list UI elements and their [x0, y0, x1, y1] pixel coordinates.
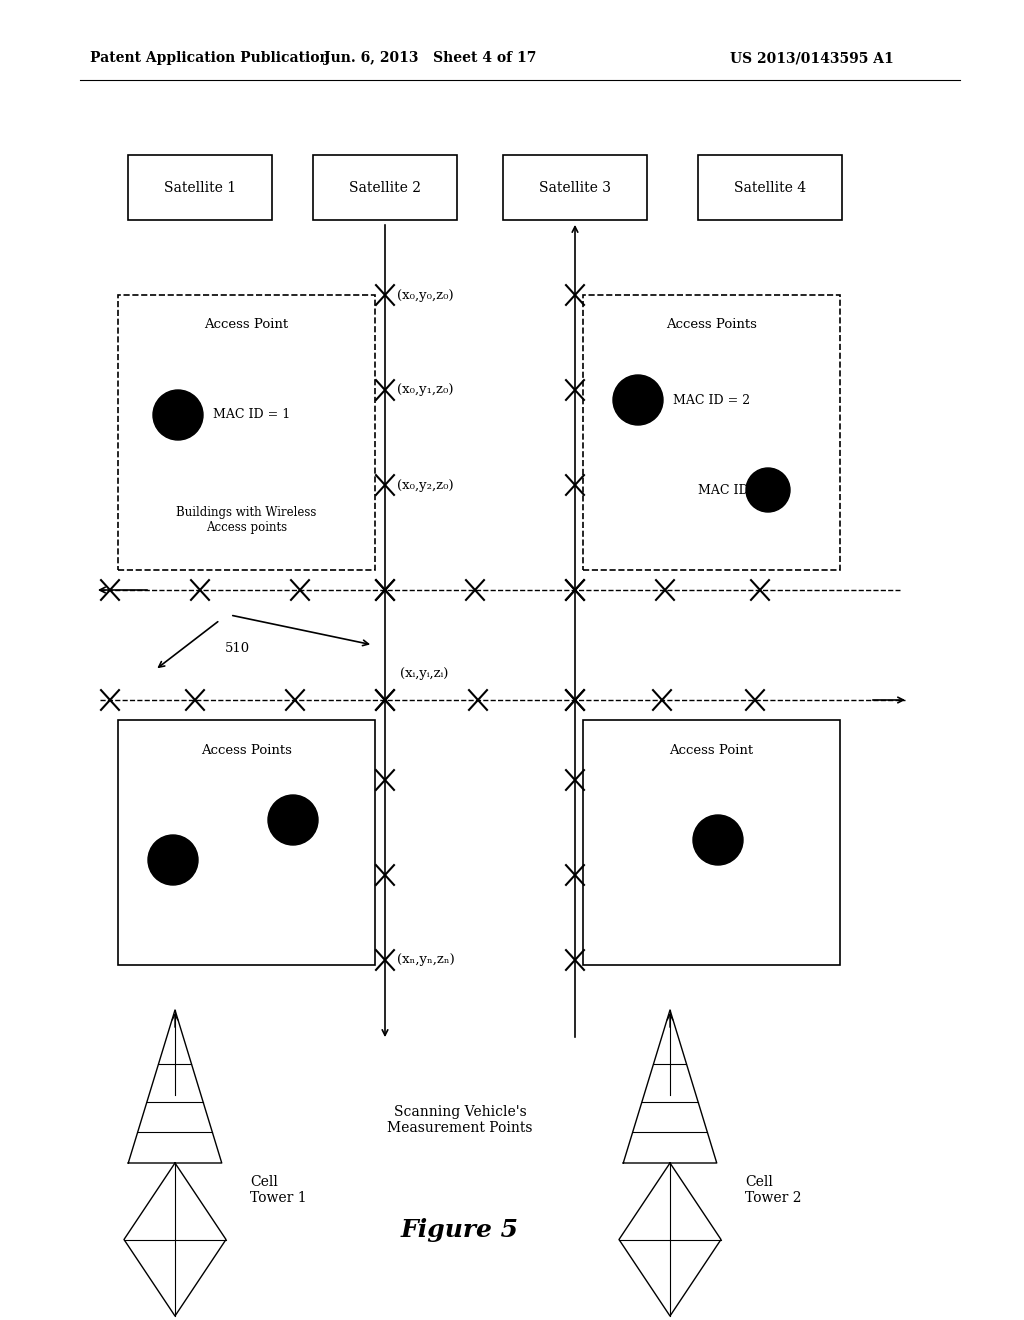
Polygon shape — [128, 1010, 222, 1163]
Text: Jun. 6, 2013   Sheet 4 of 17: Jun. 6, 2013 Sheet 4 of 17 — [324, 51, 537, 65]
Text: (xᵢ,yᵢ,zᵢ): (xᵢ,yᵢ,zᵢ) — [400, 667, 449, 680]
Text: Access Point: Access Point — [670, 743, 754, 756]
Text: Satellite 3: Satellite 3 — [539, 181, 611, 194]
Text: Cell
Tower 1: Cell Tower 1 — [250, 1175, 306, 1205]
Text: Patent Application Publication: Patent Application Publication — [90, 51, 330, 65]
Text: (x₀,y₀,z₀): (x₀,y₀,z₀) — [397, 289, 454, 301]
Bar — [118, 294, 375, 570]
Bar — [118, 719, 375, 965]
Text: Access Points: Access Points — [201, 743, 292, 756]
Text: Scanning Vehicle's
Measurement Points: Scanning Vehicle's Measurement Points — [387, 1105, 532, 1135]
Bar — [128, 154, 272, 220]
Text: Figure 5: Figure 5 — [401, 1218, 519, 1242]
Text: Satellite 1: Satellite 1 — [164, 181, 237, 194]
Bar — [698, 154, 842, 220]
Text: (x₀,y₂,z₀): (x₀,y₂,z₀) — [397, 479, 454, 491]
Bar — [583, 719, 840, 965]
Bar — [313, 154, 457, 220]
Circle shape — [746, 469, 790, 512]
Bar — [583, 294, 840, 570]
Bar — [503, 154, 647, 220]
Circle shape — [153, 389, 203, 440]
Circle shape — [693, 814, 743, 865]
Text: MAC ID = 3: MAC ID = 3 — [698, 483, 775, 496]
Text: (xₙ,yₙ,zₙ): (xₙ,yₙ,zₙ) — [397, 953, 455, 966]
Polygon shape — [124, 1163, 226, 1316]
Circle shape — [613, 375, 663, 425]
Text: MAC ID = 2: MAC ID = 2 — [673, 393, 751, 407]
Text: 510: 510 — [225, 642, 250, 655]
Circle shape — [148, 836, 198, 884]
Text: US 2013/0143595 A1: US 2013/0143595 A1 — [730, 51, 894, 65]
Text: Satellite 2: Satellite 2 — [349, 181, 421, 194]
Text: Buildings with Wireless
Access points: Buildings with Wireless Access points — [176, 506, 316, 535]
Text: (x₀,y₁,z₀): (x₀,y₁,z₀) — [397, 384, 454, 396]
Polygon shape — [624, 1010, 717, 1163]
Text: Access Point: Access Point — [205, 318, 289, 331]
Polygon shape — [618, 1163, 721, 1316]
Circle shape — [268, 795, 318, 845]
Text: Satellite 4: Satellite 4 — [734, 181, 806, 194]
Text: Cell
Tower 2: Cell Tower 2 — [745, 1175, 802, 1205]
Text: MAC ID = 1: MAC ID = 1 — [213, 408, 290, 421]
Text: Access Points: Access Points — [666, 318, 757, 331]
